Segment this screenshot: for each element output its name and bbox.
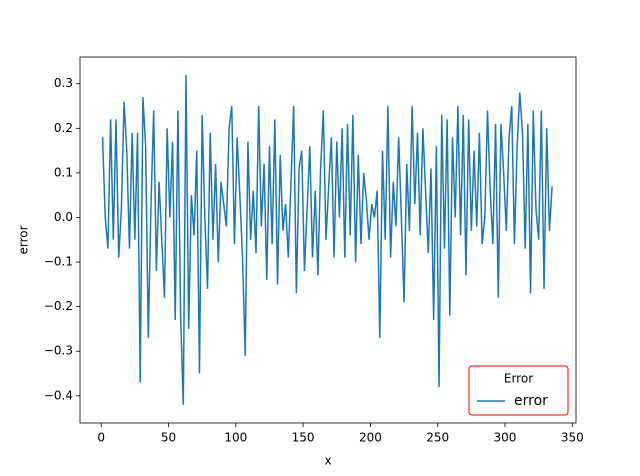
y-tick-label: 0.2 (54, 121, 73, 135)
legend-label: error (514, 393, 548, 409)
x-tick-label: 250 (426, 431, 449, 445)
x-tick-label: 300 (494, 431, 517, 445)
y-tick-label: 0.3 (54, 76, 73, 90)
x-tick-label: 150 (292, 431, 315, 445)
legend-box (468, 365, 569, 416)
legend-title: Error (504, 372, 533, 386)
x-tick-label: 350 (561, 431, 584, 445)
y-tick-label: −0.4 (44, 388, 73, 402)
x-tick-label: 50 (161, 431, 176, 445)
y-axis-label: error (17, 225, 31, 254)
y-tick-label: −0.1 (44, 255, 73, 269)
plot-frame (79, 56, 577, 424)
y-tick-label: −0.2 (44, 299, 73, 313)
x-tick-label: 0 (97, 431, 105, 445)
y-tick-label: 0.1 (54, 165, 73, 179)
data-line (101, 74, 553, 405)
x-tick-label: 100 (224, 431, 247, 445)
x-axis-label: x (324, 454, 331, 468)
x-tick-label: 200 (359, 431, 382, 445)
y-tick-label: 0.0 (54, 210, 73, 224)
y-tick-label: −0.3 (44, 344, 73, 358)
